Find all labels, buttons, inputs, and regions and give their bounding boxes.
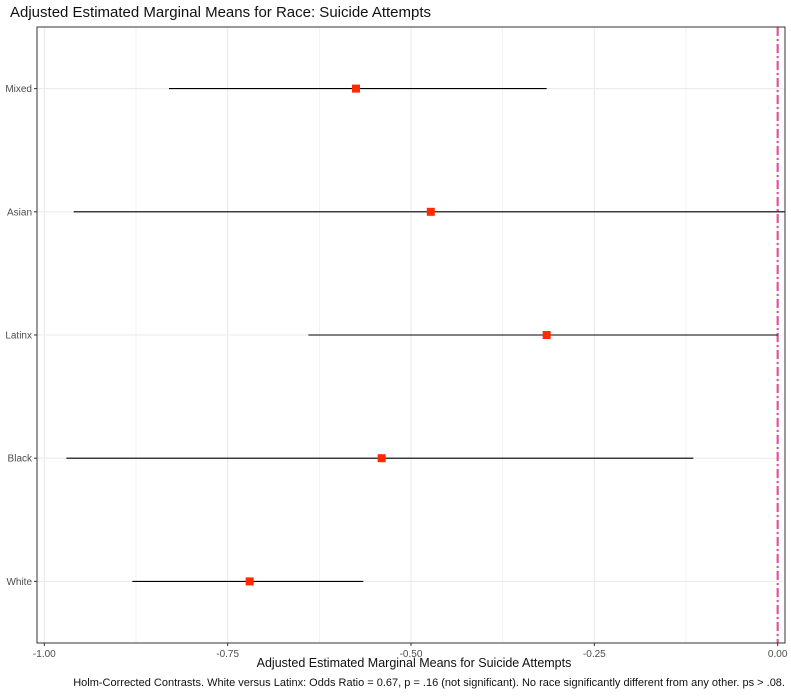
y-tick-label-asian: Asian	[7, 207, 32, 218]
estimate-point-asian	[426, 207, 435, 216]
x-tick-label: 0.00	[768, 649, 788, 660]
estimate-point-mixed	[352, 84, 360, 93]
x-tick-label: -1.00	[33, 649, 56, 660]
x-axis-label: Adjusted Estimated Marginal Means for Su…	[256, 656, 572, 670]
x-tick-label: -0.75	[216, 649, 239, 660]
chart-caption: Holm-Corrected Contrasts. White versus L…	[73, 677, 785, 689]
y-tick-label-latinx: Latinx	[5, 331, 32, 342]
x-tick-label: -0.25	[583, 649, 606, 660]
estimate-point-latinx	[542, 331, 551, 339]
chart-title: Adjusted Estimated Marginal Means for Ra…	[10, 4, 432, 21]
y-tick-label-mixed: Mixed	[5, 84, 32, 95]
x-tick-label: -0.50	[400, 649, 423, 660]
estimate-point-white	[245, 577, 254, 586]
y-tick-label-black: Black	[8, 454, 33, 465]
y-tick-label-white: White	[6, 577, 32, 588]
estimate-point-black	[377, 454, 386, 463]
